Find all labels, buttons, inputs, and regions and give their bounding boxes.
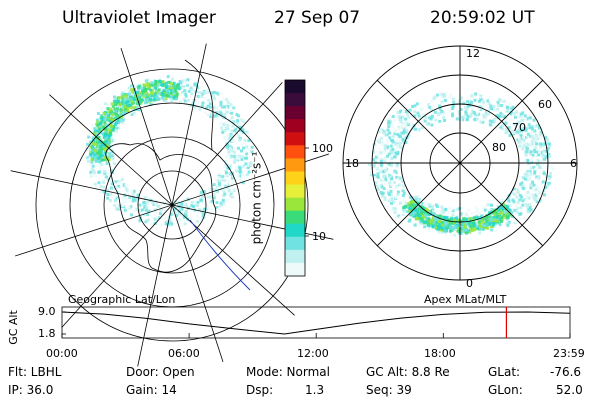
colorbar-segment	[285, 184, 305, 199]
filter-readout: Flt: LBHL	[8, 365, 62, 379]
dsp-label: Dsp:	[246, 383, 274, 397]
door-readout: Door: Open	[126, 365, 195, 379]
apex-polar-map	[342, 45, 578, 281]
colorbar-segment	[285, 106, 305, 120]
apex-label: Apex MLat/MLT	[424, 293, 507, 306]
ip-readout: IP: 36.0	[8, 383, 54, 397]
colorbar-segment	[285, 132, 305, 146]
colorbar-segment	[285, 171, 305, 186]
gain-readout: Gain: 14	[126, 383, 177, 397]
glat-value: -76.6	[550, 365, 582, 379]
colorbar-segment	[285, 236, 305, 251]
x-tick-0600: 06:00	[168, 347, 200, 360]
orbit-track	[189, 219, 251, 291]
colorbar-segment	[285, 262, 305, 277]
altitude-plot	[61, 306, 571, 339]
mlat-label-80: 80	[492, 141, 506, 154]
x-tick-2359: 23:59	[553, 347, 585, 360]
left-aurora-oval	[85, 75, 254, 227]
colorbar-segment	[285, 93, 305, 107]
gc-alt-readout: GC Alt: 8.8 Re	[366, 365, 450, 379]
colorbar-segment	[285, 158, 305, 173]
left-meridians	[7, 40, 337, 370]
colorbar-segment	[285, 119, 305, 133]
colorbar-tick-100: 100	[312, 142, 333, 155]
mlat-label-60: 60	[538, 98, 552, 111]
glon-value: 52.0	[556, 383, 583, 397]
y-tick-max: 9.0	[38, 305, 56, 318]
y-axis-label: GC Alt	[6, 310, 20, 345]
coastline-detail	[184, 59, 214, 151]
colorbar-segment	[285, 210, 305, 225]
mlat-label-70: 70	[512, 121, 526, 134]
colorbar-unit-label: photon cm⁻²s⁻¹	[249, 151, 264, 245]
colorbar-segment	[285, 145, 305, 159]
antarctica-coastline	[105, 143, 217, 273]
app-title: Ultraviolet Imager	[62, 8, 216, 28]
x-tick-0000: 00:00	[46, 347, 78, 360]
colorbar	[284, 79, 309, 277]
x-tick-1800: 18:00	[424, 347, 456, 360]
mlt-label-0: 0	[466, 277, 473, 290]
header-time: 20:59:02 UT	[430, 8, 535, 28]
glon-label: GLon:	[488, 383, 523, 397]
altitude-series-line	[61, 311, 571, 335]
x-tick-1200: 12:00	[297, 347, 329, 360]
colorbar-segment	[285, 80, 305, 94]
geographic-label: Geographic Lat/Lon	[68, 293, 176, 306]
colorbar-tick-10: 10	[312, 230, 326, 243]
seq-readout: Seq: 39	[366, 383, 412, 397]
header-date: 27 Sep 07	[274, 8, 361, 28]
glat-label: GLat:	[488, 365, 521, 379]
colorbar-segment	[285, 223, 305, 238]
dsp-value: 1.3	[305, 383, 325, 397]
mode-readout: Mode: Normal	[246, 365, 330, 379]
mlt-label-6: 6	[570, 157, 577, 170]
altitude-x-ticks	[61, 311, 571, 338]
geographic-map	[7, 40, 337, 370]
colorbar-segment	[285, 249, 305, 264]
y-tick-min: 1.8	[38, 327, 56, 340]
mlt-label-12: 12	[466, 47, 480, 60]
mlt-label-18: 18	[345, 157, 359, 170]
colorbar-segment	[285, 197, 305, 212]
